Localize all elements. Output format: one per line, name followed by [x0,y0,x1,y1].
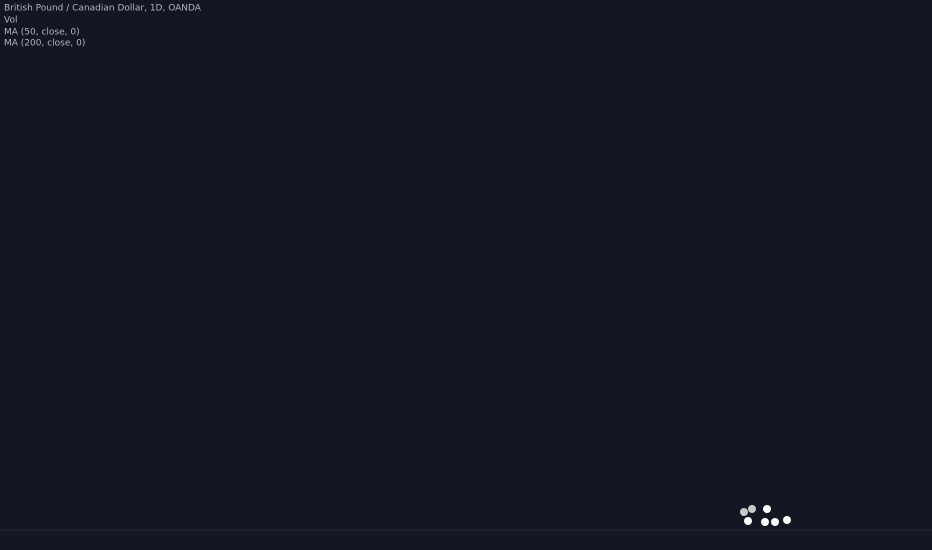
event-icons [740,505,791,526]
volume-label: Vol [4,16,17,26]
legend-entry: MA (50, close, 0) [4,28,80,38]
price-axis-bg [893,0,932,550]
legend-entry: MA (200, close, 0) [4,39,85,49]
chart-title: British Pound / Canadian Dollar, 1D, OAN… [4,4,202,14]
